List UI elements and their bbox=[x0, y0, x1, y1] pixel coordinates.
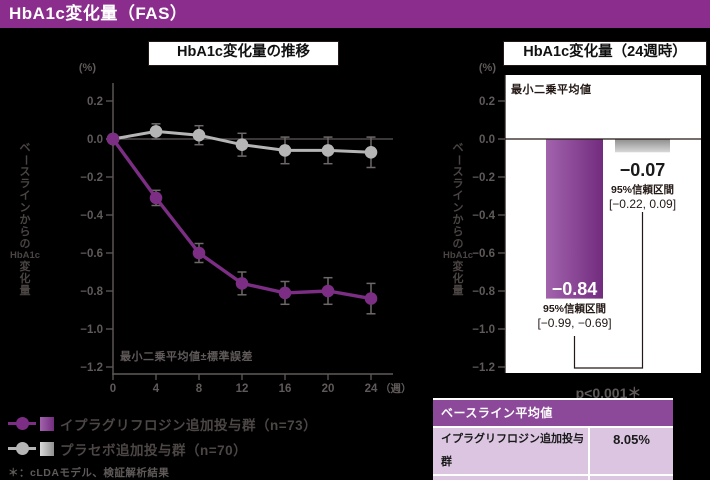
table-row-label: イプラグリフロジン追加投与群 bbox=[441, 433, 584, 468]
svg-text:8: 8 bbox=[196, 383, 203, 395]
line-chart-title: HbA1c変化量の推移 bbox=[148, 41, 339, 66]
svg-text:−0.8: −0.8 bbox=[80, 286, 103, 298]
confidence-interval: 95%信頼区間 [−0.99, −0.69] bbox=[514, 302, 635, 330]
bar-value-label: −0.07 bbox=[619, 160, 666, 180]
bar-chart-y-unit: (%) bbox=[478, 62, 496, 74]
ci-title: 95%信頼区間 bbox=[610, 184, 674, 196]
svg-text:−0.6: −0.6 bbox=[472, 248, 495, 260]
p-value-label: p<0.001＊ bbox=[575, 385, 642, 401]
ci-range: [−0.99, −0.69] bbox=[537, 316, 612, 330]
svg-text:−0.4: −0.4 bbox=[472, 210, 495, 222]
bar-chart-title: HbA1c変化量（24週時） bbox=[503, 41, 707, 66]
svg-text:4: 4 bbox=[153, 383, 160, 395]
svg-text:24: 24 bbox=[365, 383, 378, 395]
baseline-table: ベースライン平均値 イプラグリフロジン追加投与群 8.05% プラセボ追加投与群… bbox=[433, 398, 673, 480]
table-row: プラセボ追加投与群 7.99% bbox=[433, 476, 673, 480]
bar-swatch-icon bbox=[40, 441, 54, 456]
svg-text:0.2: 0.2 bbox=[87, 96, 103, 108]
table-row: イプラグリフロジン追加投与群 8.05% bbox=[433, 428, 673, 474]
ci-title: 95%信頼区間 bbox=[542, 303, 606, 315]
analysis-footnote: ＊：cLDAモデル、検証解析結果 bbox=[8, 467, 170, 479]
ci-range: [−0.22, 0.09] bbox=[608, 197, 677, 211]
svg-text:16: 16 bbox=[279, 383, 292, 395]
table-header: ベースライン平均値 bbox=[433, 400, 673, 426]
legend-label: プラセボ追加投与群（n=70） bbox=[60, 442, 248, 458]
line-chart-y-unit: (%) bbox=[78, 62, 96, 74]
figure-title: HbA1c変化量（FAS） bbox=[9, 4, 188, 23]
line-marker-icon bbox=[8, 442, 36, 455]
legend-item: プラセボ追加投与群（n=70） bbox=[8, 436, 317, 461]
svg-text:−0.6: −0.6 bbox=[80, 248, 103, 260]
bar-chart: 0.2 0.0 −0.2 −0.4 −0.6 −0.8 −1.0 −1.2 bbox=[472, 75, 701, 374]
svg-text:（週）: （週） bbox=[380, 382, 412, 395]
bar-value-label: −0.84 bbox=[551, 279, 598, 299]
line-chart: 0.2 0.0 −0.2 −0.4 −0.6 −0.8 −1.0 −1.2 0 4 8 12 16 20 2… bbox=[80, 83, 412, 395]
svg-text:−1.0: −1.0 bbox=[80, 324, 103, 336]
svg-text:−1.2: −1.2 bbox=[472, 362, 495, 374]
svg-text:−1.0: −1.0 bbox=[472, 324, 495, 336]
svg-text:0.2: 0.2 bbox=[479, 96, 495, 108]
figure-header-bar: HbA1c変化量（FAS） bbox=[0, 0, 710, 28]
legend-item: イプラグリフロジン追加投与群（n=73） bbox=[8, 411, 317, 436]
svg-text:0: 0 bbox=[110, 383, 116, 395]
svg-text:20: 20 bbox=[322, 383, 335, 395]
svg-text:−0.4: −0.4 bbox=[80, 210, 103, 222]
svg-text:−1.2: −1.2 bbox=[80, 362, 103, 374]
svg-text:0.0: 0.0 bbox=[479, 134, 495, 146]
bar-swatch-icon bbox=[40, 416, 54, 431]
legend-label: イプラグリフロジン追加投与群（n=73） bbox=[60, 417, 318, 433]
table-row-value: 8.05% bbox=[588, 428, 673, 474]
table-row-label: プラセボ追加投与群 bbox=[433, 476, 588, 480]
confidence-interval: 95%信頼区間 [−0.22, 0.09] bbox=[582, 183, 703, 211]
svg-text:0.0: 0.0 bbox=[87, 134, 103, 146]
svg-text:−0.8: −0.8 bbox=[472, 286, 495, 298]
svg-text:−0.2: −0.2 bbox=[80, 172, 103, 184]
line-marker-icon bbox=[8, 417, 36, 430]
table-row-value: 7.99% bbox=[588, 476, 673, 480]
bar-chart-note: 最小二乗平均値 bbox=[511, 84, 592, 96]
svg-text:12: 12 bbox=[236, 383, 249, 395]
legend: イプラグリフロジン追加投与群（n=73） プラセボ追加投与群（n=70） ＊：c… bbox=[8, 411, 317, 480]
line-chart-note: 最小二乗平均値±標準誤差 bbox=[120, 351, 254, 363]
y-axis-label: ベースラインからの HbA1c 変化量 bbox=[442, 142, 474, 297]
y-axis-label: ベースラインからの HbA1c 変化量 bbox=[9, 142, 41, 297]
svg-text:−0.2: −0.2 bbox=[472, 172, 495, 184]
